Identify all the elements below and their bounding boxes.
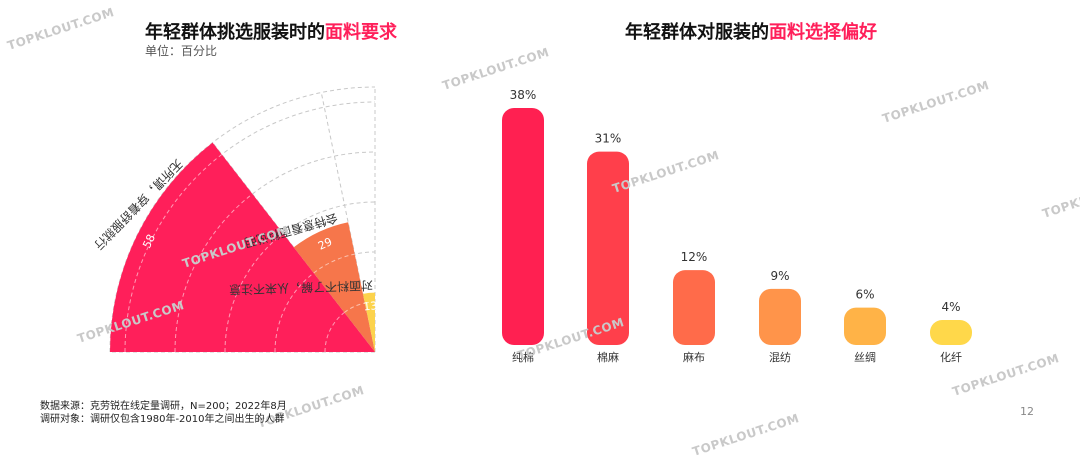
bar: [930, 320, 972, 345]
pie-value-label: 13: [363, 299, 378, 313]
pie-slice: [293, 222, 375, 352]
pie-inner-grid: [324, 312, 345, 353]
right-chart-title: 年轻群体对服装的面料选择偏好: [625, 18, 877, 44]
page-number: 12: [1020, 405, 1034, 418]
pie-slice: [362, 292, 375, 352]
left-chart-title: 年轻群体挑选服装时的面料要求: [145, 18, 397, 44]
pie-inner-grid: [274, 272, 315, 353]
left-title-main: 年轻群体挑选服装时的: [145, 22, 325, 43]
bar-value-label: 6%: [855, 288, 874, 302]
footer: 数据来源：克劳锐在线定量调研，N=200；2022年8月 调研对象：调研仅包含1…: [40, 400, 287, 426]
footer-source: 数据来源：克劳锐在线定量调研，N=200；2022年8月: [40, 401, 287, 412]
bar: [844, 307, 886, 345]
bar-value-label: 31%: [595, 132, 622, 146]
left-chart-unit: 单位：百分比: [145, 44, 218, 58]
pie-inner-grid: [344, 302, 365, 313]
bar: [502, 108, 544, 345]
bar-value-label: 9%: [770, 269, 789, 283]
left-title-highlight: 面料要求: [325, 22, 397, 43]
pie-category-label: 对面料不了解，从来不注意: [229, 278, 373, 297]
bar: [673, 270, 715, 345]
bar-category-label: 纯棉: [512, 350, 534, 364]
bar-category-label: 棉麻: [597, 350, 619, 364]
pie-inner-grid: [224, 233, 284, 353]
bar-category-label: 丝绸: [854, 350, 876, 364]
bar-category-label: 混纺: [769, 350, 791, 364]
pie-value-label: 29: [316, 235, 334, 253]
pie-inner-grid: [364, 301, 376, 304]
footer-subject: 调研对象：调研仅包含1980年-2010年之间出生的人群: [40, 414, 285, 425]
pie-inner-grid: [124, 154, 223, 353]
bar-category-label: 化纤: [940, 350, 962, 364]
right-title-main: 年轻群体对服装的: [625, 22, 769, 43]
bar-value-label: 4%: [941, 300, 960, 314]
bar-category-label: 麻布: [683, 350, 705, 364]
pie-slice: [110, 142, 375, 352]
bar-value-label: 12%: [681, 250, 708, 264]
bar-value-label: 38%: [510, 88, 537, 102]
pie-inner-grid: [174, 193, 253, 353]
pie-inner-grid: [313, 253, 355, 274]
bar: [759, 288, 801, 345]
right-title-highlight: 面料选择偏好: [769, 22, 877, 43]
bar: [587, 151, 629, 345]
pie-value-label: 58: [140, 232, 158, 250]
